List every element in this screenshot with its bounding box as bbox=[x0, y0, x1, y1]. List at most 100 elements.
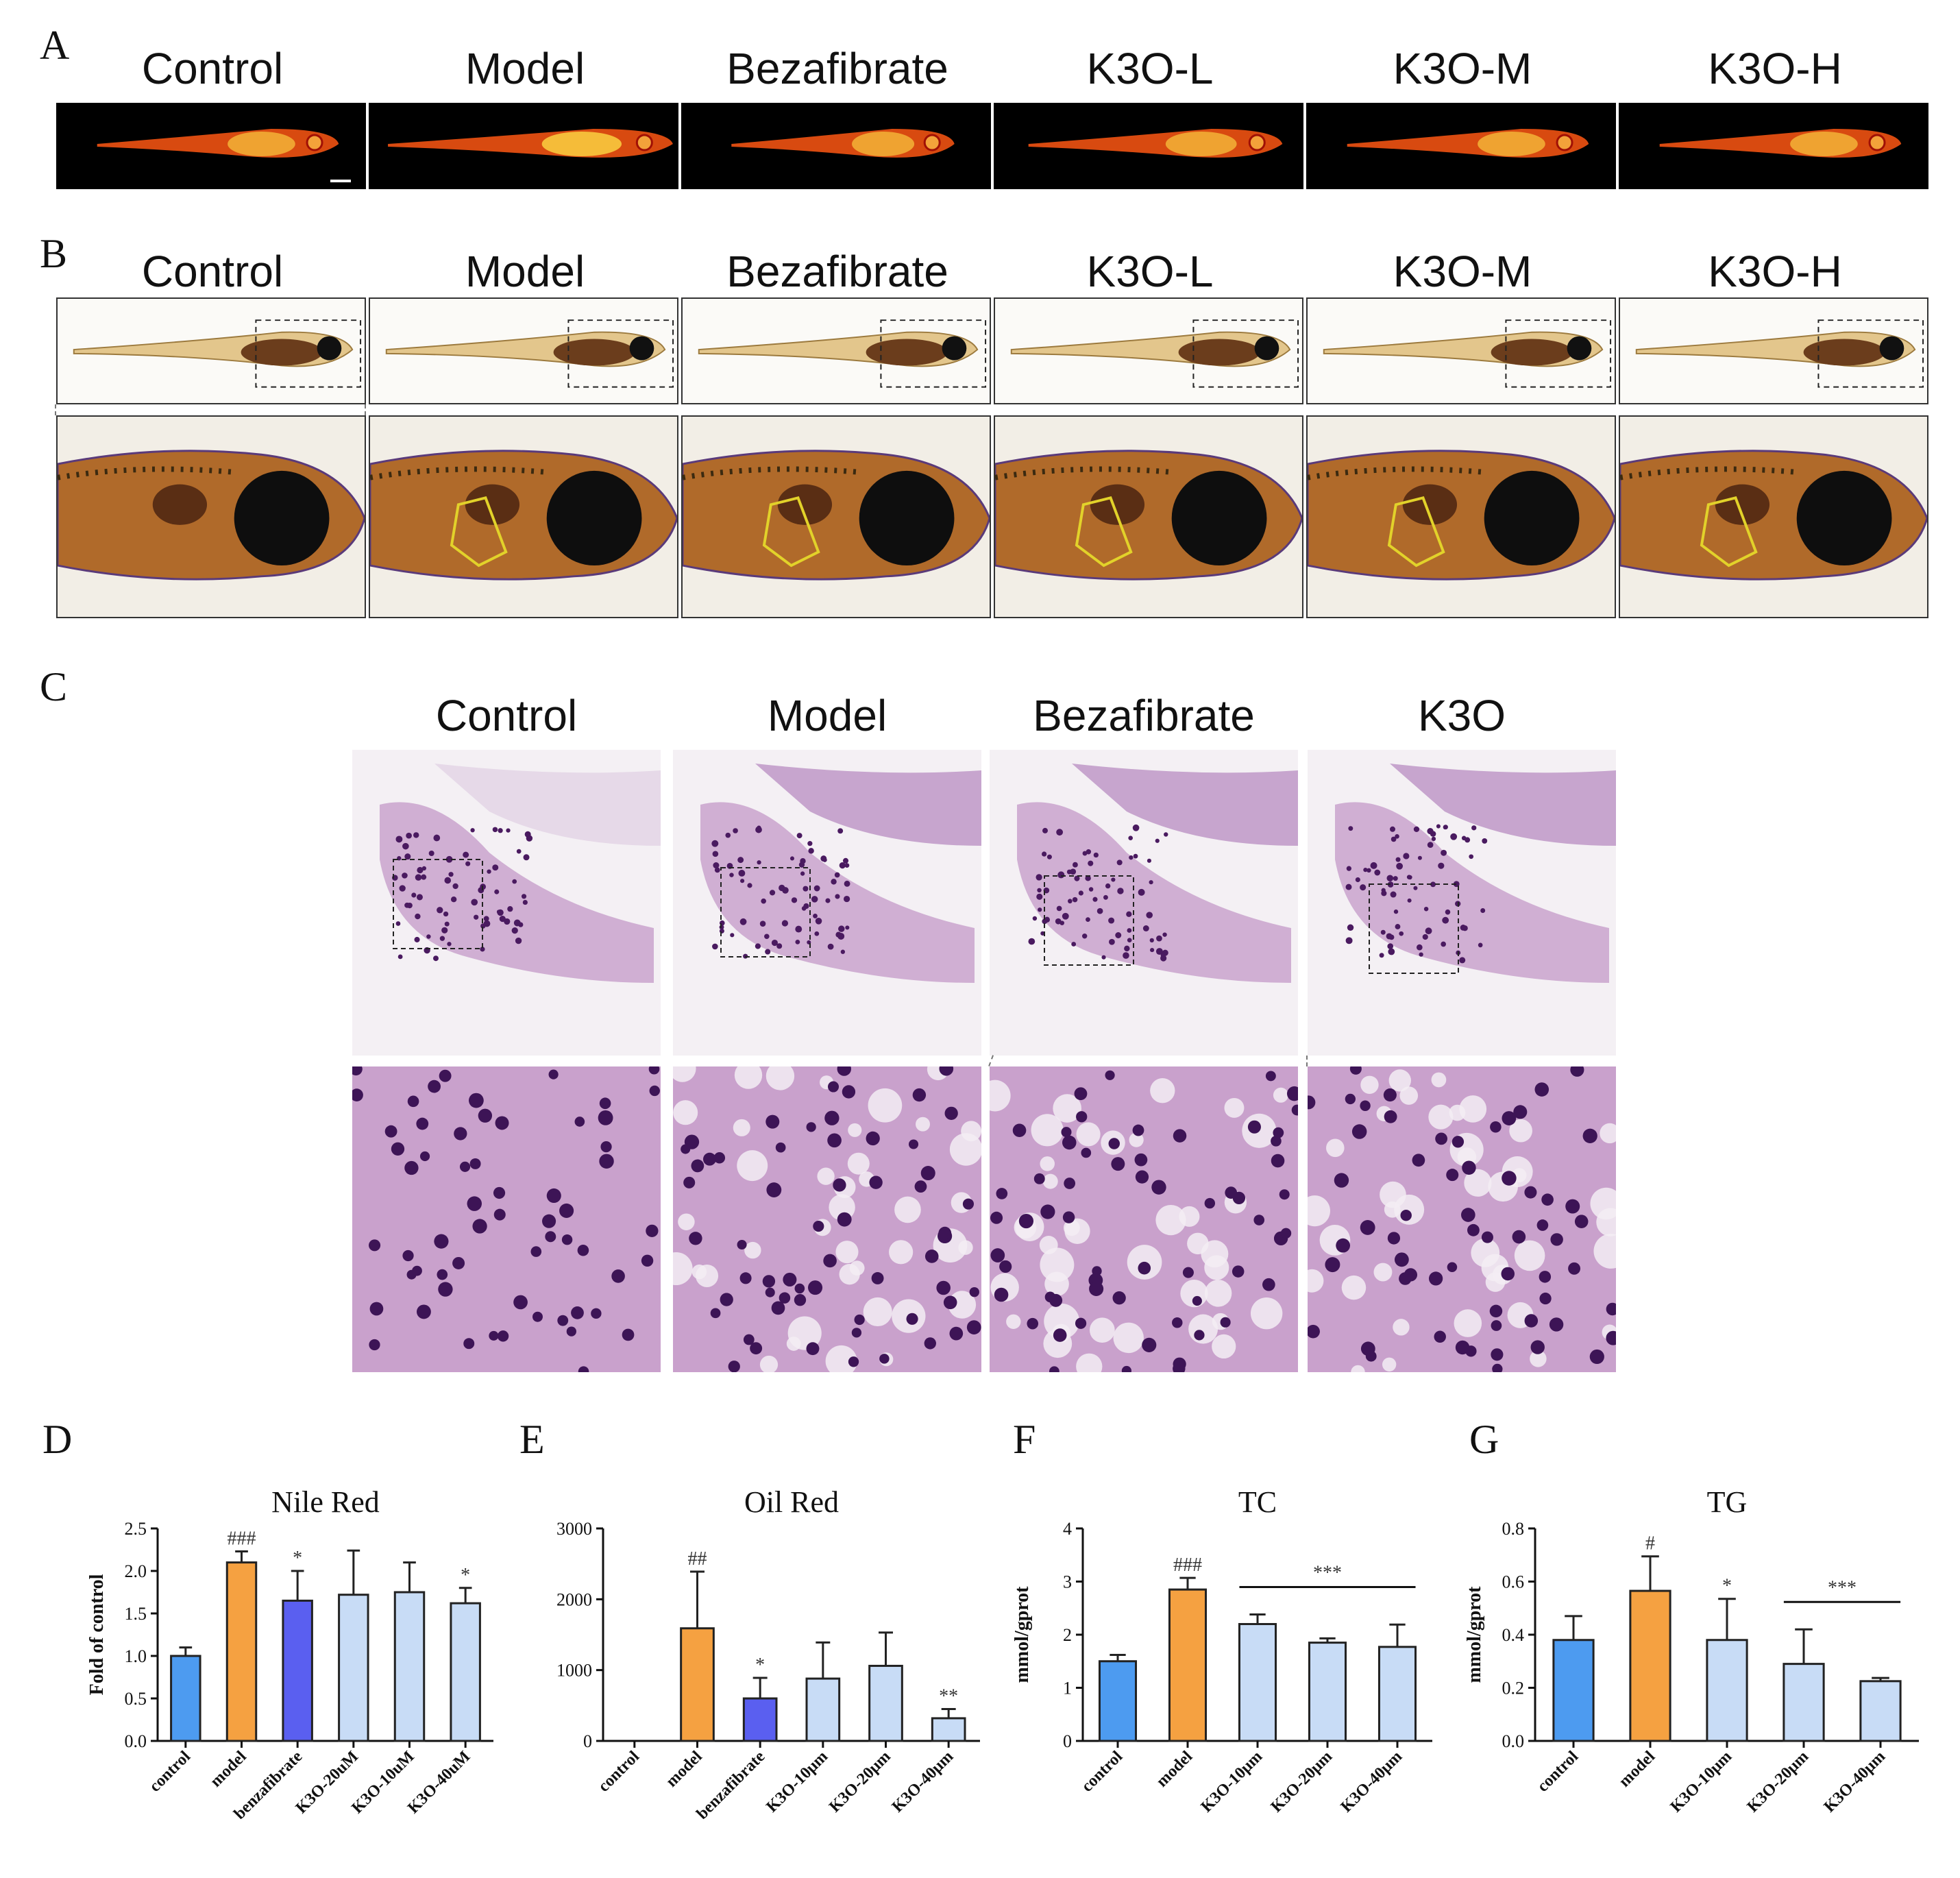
brightfield-zoom-model bbox=[369, 415, 678, 618]
chart-d-nile-red: Nile Red 0.0 0.5 1.0 1.5 2.0 2.5 Fold of contro… bbox=[82, 1480, 507, 1864]
x-tick-label: model bbox=[1616, 1748, 1659, 1791]
y-tick-label: 0.0 bbox=[125, 1731, 147, 1751]
panel-label-b: B bbox=[40, 231, 68, 276]
histology-zoom-bezafibrate bbox=[990, 1066, 1298, 1372]
zoom-connector-line bbox=[55, 404, 56, 415]
y-tick-label: 0.8 bbox=[1502, 1519, 1525, 1539]
panel-label-a: A bbox=[40, 23, 70, 68]
bar bbox=[1168, 1588, 1208, 1742]
panel-a-col-k3o-h: K3O-H bbox=[1708, 44, 1842, 93]
fluorescent-fish bbox=[731, 129, 955, 158]
significance-mark: *** bbox=[1828, 1577, 1857, 1598]
panel-b-col-k3o-l: K3O-L bbox=[1086, 247, 1214, 296]
fluorescent-fish bbox=[1347, 129, 1589, 158]
x-tick-label: K3O-10μm bbox=[763, 1748, 831, 1816]
panel-b-col-k3o-m: K3O-M bbox=[1393, 247, 1532, 296]
bar bbox=[1377, 1646, 1417, 1742]
y-tick-label: 3000 bbox=[556, 1519, 592, 1539]
histology-overview-bezafibrate bbox=[990, 750, 1298, 1056]
y-tick-label: 0.0 bbox=[1502, 1731, 1525, 1751]
fluorescence-image-control bbox=[56, 103, 366, 189]
bar bbox=[931, 1717, 966, 1742]
brightfield-zoom-bezafibrate bbox=[681, 415, 991, 618]
y-axis-label: Fold of control bbox=[86, 1574, 108, 1695]
x-tick-label: control bbox=[146, 1748, 194, 1796]
y-tick-label: 0 bbox=[583, 1731, 592, 1751]
panel-label-g: G bbox=[1469, 1417, 1499, 1462]
y-tick-label: 2.0 bbox=[125, 1561, 147, 1581]
liver-outline bbox=[450, 496, 508, 568]
liver-outline bbox=[1387, 496, 1445, 568]
panel-c-col-bezafibrate: Bezafibrate bbox=[1033, 691, 1255, 740]
y-tick-label: 4 bbox=[1063, 1519, 1072, 1539]
x-tick-label: model bbox=[1153, 1748, 1197, 1791]
chart-title: TG bbox=[1707, 1485, 1748, 1519]
significance-mark: ** bbox=[939, 1686, 958, 1707]
panel-label-c: C bbox=[40, 664, 68, 709]
significance-mark: ### bbox=[1173, 1554, 1202, 1576]
brightfield-fish-bezafibrate bbox=[681, 297, 991, 404]
bar bbox=[1706, 1639, 1748, 1742]
y-tick-label: 0 bbox=[1063, 1731, 1072, 1751]
liver-outline bbox=[1075, 496, 1133, 568]
bar bbox=[1629, 1589, 1671, 1742]
x-tick-label: K3O-10μm bbox=[1667, 1748, 1736, 1816]
x-tick-label: K3O-20μm bbox=[1744, 1748, 1813, 1816]
x-tick-label: K3O-40μm bbox=[889, 1748, 957, 1816]
bar bbox=[1552, 1639, 1595, 1742]
zoom-region-box bbox=[1044, 875, 1134, 966]
bar bbox=[1308, 1642, 1347, 1742]
bar bbox=[338, 1594, 369, 1742]
fluorescence-image-k3o-h bbox=[1619, 103, 1928, 189]
bar bbox=[1098, 1660, 1138, 1742]
chart-e-oil-red: Oil Red 0 1000 2000 3000 control ## model * benza… bbox=[528, 1480, 994, 1864]
zoom-connector-line bbox=[1306, 1056, 1308, 1066]
y-tick-label: 1.0 bbox=[125, 1646, 147, 1666]
chart-g-tg: TG 0.0 0.2 0.4 0.6 0.8 mmol/gprot control # model… bbox=[1460, 1480, 1933, 1864]
bar bbox=[393, 1591, 426, 1742]
brightfield-fish-control bbox=[56, 297, 366, 404]
panel-b-col-bezafibrate: Bezafibrate bbox=[726, 247, 948, 296]
histology-zoom-k3o bbox=[1308, 1066, 1616, 1372]
chart-title: Nile Red bbox=[271, 1485, 380, 1519]
significance-mark: ## bbox=[688, 1548, 707, 1570]
x-tick-label: model bbox=[207, 1748, 250, 1791]
x-tick-label: benzafibrate bbox=[694, 1748, 769, 1823]
y-tick-label: 0.5 bbox=[125, 1689, 147, 1709]
bar bbox=[868, 1664, 903, 1742]
fluorescence-image-model bbox=[369, 103, 678, 189]
panel-a-col-k3o-l: K3O-L bbox=[1086, 44, 1214, 93]
histology-overview-control bbox=[352, 750, 661, 1056]
y-tick-label: 0.6 bbox=[1502, 1572, 1525, 1592]
fluorescence-image-k3o-l bbox=[994, 103, 1303, 189]
brightfield-fish-k3o-m bbox=[1306, 297, 1616, 404]
brightfield-fish-model bbox=[369, 297, 678, 404]
panel-c-col-k3o: K3O bbox=[1417, 691, 1506, 740]
bar bbox=[282, 1599, 313, 1742]
y-tick-label: 2.5 bbox=[125, 1519, 147, 1539]
bar bbox=[742, 1697, 778, 1742]
significance-mark: * bbox=[293, 1548, 302, 1569]
fluorescent-fish bbox=[1028, 129, 1283, 158]
significance-mark: *** bbox=[1313, 1563, 1342, 1584]
histology-zoom-control bbox=[352, 1066, 661, 1372]
zoom-region-box bbox=[1369, 883, 1459, 974]
x-tick-label: control bbox=[1078, 1748, 1126, 1796]
y-axis-label: mmol/gprot bbox=[1464, 1586, 1485, 1683]
significance-mark: * bbox=[461, 1565, 470, 1586]
histology-overview-k3o bbox=[1308, 750, 1616, 1056]
fluorescent-fish bbox=[97, 129, 339, 158]
y-tick-label: 0.4 bbox=[1502, 1625, 1525, 1645]
y-tick-label: 3 bbox=[1063, 1572, 1072, 1592]
panel-c-col-control: Control bbox=[435, 691, 578, 740]
zoom-region-box bbox=[393, 859, 483, 949]
bar bbox=[805, 1677, 841, 1742]
y-tick-label: 1.5 bbox=[125, 1604, 147, 1624]
significance-mark: * bbox=[1722, 1576, 1732, 1597]
y-tick-label: 0.2 bbox=[1502, 1679, 1525, 1698]
panel-a-col-model: Model bbox=[465, 44, 585, 93]
zoom-connector-line bbox=[365, 404, 366, 415]
y-tick-label: 1 bbox=[1063, 1679, 1072, 1698]
panel-a-col-bezafibrate: Bezafibrate bbox=[726, 44, 948, 93]
significance-mark: ### bbox=[228, 1528, 256, 1549]
